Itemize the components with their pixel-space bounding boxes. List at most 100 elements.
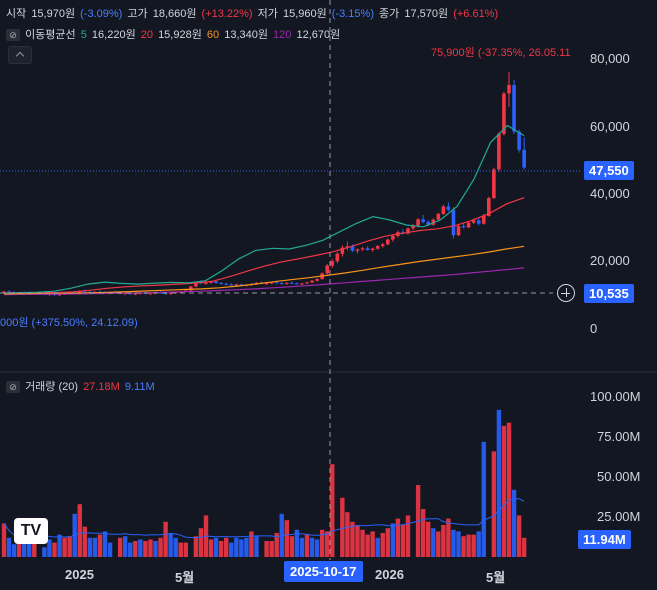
volume-bar [451,529,456,557]
volume-bar [193,536,199,557]
ma5-period: 5 [80,29,87,41]
volume-bar [218,541,224,557]
volume-bar [360,529,365,557]
volume-bar [6,537,12,557]
candle-body [456,226,461,236]
volume-bar [239,539,244,557]
volume-bar [390,523,396,557]
candle-body [512,85,516,132]
low-label: 저가 [257,8,278,20]
candle-body [360,248,365,250]
add-alert-icon[interactable] [557,284,575,302]
volume-bar [102,531,108,557]
volume-bar [284,520,289,557]
candle-body [426,222,430,225]
volume-legend[interactable]: ⊘ 거래량 (20) 27.18M 9.11M [6,378,157,394]
volume-bar [249,531,254,557]
eye-off-icon[interactable]: ⊘ [6,381,20,394]
volume-bar [117,537,123,557]
collapse-legend-button[interactable] [8,46,32,64]
volume-bar [380,533,385,557]
candle-body [380,244,385,246]
volume-bar [314,539,320,557]
close-label: 종가 [379,8,400,20]
volume-bar [456,531,461,557]
candle-body [163,293,168,295]
volume-bar [350,521,355,557]
volume-bar [476,531,481,557]
ma-legend[interactable]: ⊘ 이동평균선 5 16,220원 20 15,928원 60 13,340원 … [6,26,342,42]
candle-body [310,280,314,283]
current-price-tag: 47,550 [584,161,634,180]
candle-body [229,284,234,286]
volume-bar [506,422,512,557]
volume-bar [148,539,153,557]
candle-body [279,283,284,285]
candle-body [290,282,294,284]
crosshair-date-tag: 2025-10-17 [284,561,363,582]
volume-bar [375,537,380,557]
candle-body [446,206,451,210]
close-change: (+6.61%) [453,8,499,20]
candle-body [345,246,350,248]
x-axis-label: 5월 [486,570,506,585]
price-tick: 40,000 [590,186,630,201]
ma-legend-title: 이동평균선 [25,29,76,41]
volume-bar [198,528,204,557]
ma5-line [3,124,525,294]
candle-body [234,284,239,286]
candle-body [386,239,390,245]
volume-bar [274,533,279,557]
volume-bar [27,541,32,557]
ma60-period: 60 [206,29,220,41]
volume-bar [289,536,295,557]
volume-bar [158,537,163,557]
volume-bar [304,534,310,557]
volume-bar [400,525,406,557]
volume-bar [319,529,325,557]
volume-bar [294,529,300,557]
volume-bar [123,536,128,557]
candle-body [350,246,355,251]
volume-bar [431,528,436,557]
candle-body [375,245,380,249]
ohlc-legend: 시작 15,970원 (-3.09%) 고가 18,660원 (+13.22%)… [6,5,500,21]
volume-bar [521,537,527,557]
candle-body [7,291,11,293]
volume-bar [481,441,486,557]
volume-bar [254,536,259,557]
volume-bar [395,518,401,557]
volume-bar [269,541,274,557]
volume-ma-value: 9.11M [124,381,155,393]
high-value: 18,660원 [152,8,197,20]
candle-body [476,220,481,224]
candle-body [189,286,193,291]
candle-body [158,292,163,294]
candle-body [502,93,506,134]
open-change: (-3.09%) [80,8,123,20]
volume-bar [446,518,451,557]
candle-body [285,282,289,284]
volume-bar [309,537,315,557]
moving-averages [3,124,525,296]
candle-body [264,283,269,285]
candle-body [461,226,466,228]
volume-bar [516,515,522,557]
eye-off-icon[interactable]: ⊘ [6,29,20,42]
candle-body [431,219,436,225]
low-value: 15,960원 [282,8,327,20]
close-value: 17,570원 [404,8,449,20]
candle-body [305,282,309,284]
volume-bar [168,533,173,557]
candle-body [492,169,496,199]
volume-bar [345,512,350,557]
volume-tick: 50.00M [597,469,641,484]
candle-body [224,283,228,285]
candle-body [113,292,117,294]
candle-body [340,247,345,254]
x-axis-label: 2026 [375,567,404,582]
tradingview-logo[interactable]: TV [14,518,48,544]
candle-body [441,206,446,214]
candle-body [194,282,198,287]
